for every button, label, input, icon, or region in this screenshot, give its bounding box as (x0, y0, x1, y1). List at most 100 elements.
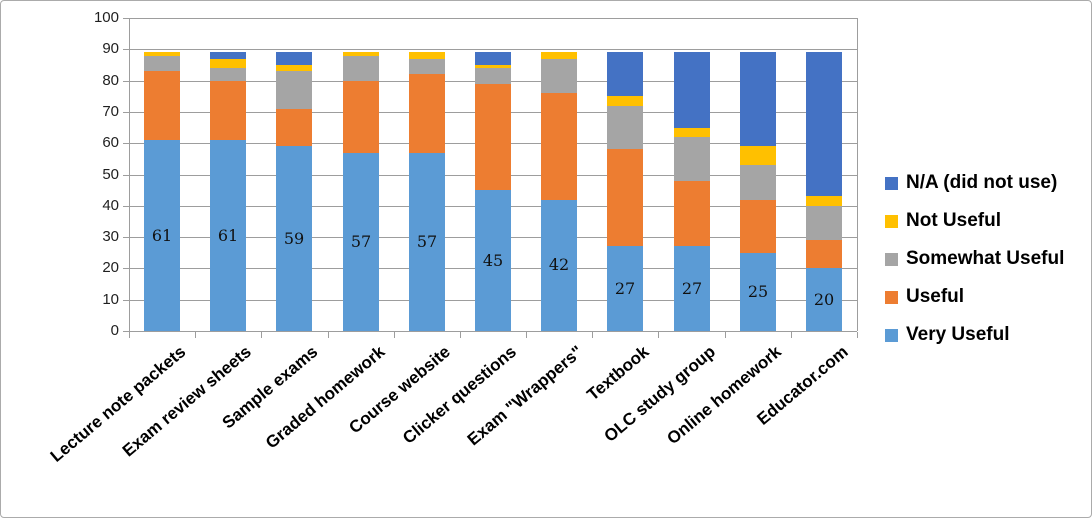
y-tick-mark (123, 81, 129, 82)
bar-segment[interactable] (607, 96, 643, 106)
legend-swatch-very-useful (885, 328, 898, 342)
bar-segment[interactable] (475, 64, 511, 69)
x-tick-mark (857, 332, 858, 338)
bar-segment[interactable] (607, 149, 643, 247)
y-tick-mark (123, 331, 129, 332)
bar-segment[interactable] (276, 146, 312, 331)
y-axis-tick-label: 70 (102, 103, 119, 120)
y-axis-tick-label: 90 (102, 40, 119, 57)
x-tick-mark (791, 332, 792, 338)
bar-segment[interactable] (144, 140, 180, 331)
x-axis-category-label: Clicker questions (399, 342, 521, 448)
y-tick-mark (123, 18, 129, 19)
bar-segment[interactable] (740, 146, 776, 166)
x-tick-mark (261, 332, 262, 338)
bar-data-label: 57 (416, 232, 438, 251)
bar-segment[interactable] (806, 268, 842, 331)
bar-data-label: 45 (482, 251, 504, 270)
legend-item[interactable]: Not Useful (885, 211, 1001, 231)
bar-segment[interactable] (740, 52, 776, 147)
bar-segment[interactable] (806, 205, 842, 241)
bar-segment[interactable] (674, 180, 710, 247)
bar-segment[interactable] (144, 71, 180, 141)
bar-segment[interactable] (276, 52, 312, 65)
y-axis-tick-label: 80 (102, 72, 119, 89)
y-axis-tick-label: 50 (102, 166, 119, 183)
bar-segment[interactable] (475, 52, 511, 65)
legend-item[interactable]: Somewhat Useful (885, 249, 1064, 269)
y-tick-mark (123, 237, 129, 238)
gridline (129, 49, 857, 50)
bar-segment[interactable] (210, 58, 246, 69)
bar-segment[interactable] (343, 55, 379, 81)
bar-segment[interactable] (343, 52, 379, 56)
gridline (129, 18, 857, 19)
bar-segment[interactable] (210, 68, 246, 81)
x-tick-mark (328, 332, 329, 338)
bar-segment[interactable] (144, 55, 180, 72)
y-tick-mark (123, 112, 129, 113)
bar-segment[interactable] (276, 108, 312, 147)
bar-segment[interactable] (276, 64, 312, 72)
bar-segment[interactable] (210, 140, 246, 331)
bar-segment[interactable] (674, 127, 710, 137)
y-axis-tick-label: 20 (102, 259, 119, 276)
y-tick-mark (123, 206, 129, 207)
legend-label: Not Useful (906, 210, 1001, 231)
legend-label: Somewhat Useful (906, 248, 1065, 269)
y-axis-tick-label: 40 (102, 197, 119, 214)
bar-segment[interactable] (674, 136, 710, 181)
bar-segment[interactable] (210, 52, 246, 59)
bar-segment[interactable] (806, 240, 842, 269)
y-axis-tick-label: 10 (102, 291, 119, 308)
bar-segment[interactable] (475, 83, 511, 191)
bar-data-label: 25 (747, 282, 769, 301)
legend-item[interactable]: Useful (885, 287, 964, 307)
legend-swatch-not-useful (885, 214, 898, 228)
bar-segment[interactable] (276, 71, 312, 109)
bar-segment[interactable] (674, 52, 710, 128)
legend-item[interactable]: N/A (did not use) (885, 173, 1057, 193)
x-tick-mark (394, 332, 395, 338)
x-tick-mark (129, 332, 130, 338)
y-tick-mark (123, 268, 129, 269)
bar-data-label: 59 (283, 229, 305, 248)
bar-segment[interactable] (740, 165, 776, 200)
bar-segment[interactable] (475, 68, 511, 84)
bar-segment[interactable] (740, 199, 776, 253)
bar-segment[interactable] (674, 246, 710, 331)
bar-segment[interactable] (740, 252, 776, 331)
bar-segment[interactable] (541, 52, 577, 59)
bar-segment[interactable] (343, 152, 379, 331)
bar-data-label: 42 (548, 255, 570, 274)
bar-segment[interactable] (541, 199, 577, 331)
bar-segment[interactable] (541, 93, 577, 200)
bar-segment[interactable] (475, 190, 511, 331)
bar-segment[interactable] (607, 105, 643, 150)
bar-segment[interactable] (541, 58, 577, 94)
bar-segment[interactable] (806, 52, 842, 197)
x-tick-mark (725, 332, 726, 338)
bar-data-label: 27 (614, 279, 636, 298)
bar-segment[interactable] (607, 246, 643, 331)
bar-segment[interactable] (409, 74, 445, 153)
legend-swatch-somewhat-useful (885, 252, 898, 266)
bar-segment[interactable] (409, 58, 445, 75)
bar-segment[interactable] (409, 52, 445, 59)
bar-segment[interactable] (210, 80, 246, 141)
y-tick-mark (123, 143, 129, 144)
bar-data-label: 20 (813, 290, 835, 309)
y-tick-mark (123, 175, 129, 176)
bar-segment[interactable] (144, 52, 180, 56)
bar-segment[interactable] (343, 80, 379, 153)
y-axis-tick-label: 30 (102, 228, 119, 245)
bar-data-label: 61 (217, 226, 239, 245)
x-axis-category-label: Exam "Wrappers" (463, 342, 587, 450)
bar-segment[interactable] (806, 196, 842, 206)
legend-label: N/A (did not use) (906, 172, 1058, 193)
y-axis-tick-label: 0 (110, 322, 119, 339)
legend-item[interactable]: Very Useful (885, 325, 1010, 345)
bar-segment[interactable] (409, 152, 445, 331)
bar-segment[interactable] (607, 52, 643, 97)
legend-swatch-n-a-did-not-use- (885, 176, 898, 190)
